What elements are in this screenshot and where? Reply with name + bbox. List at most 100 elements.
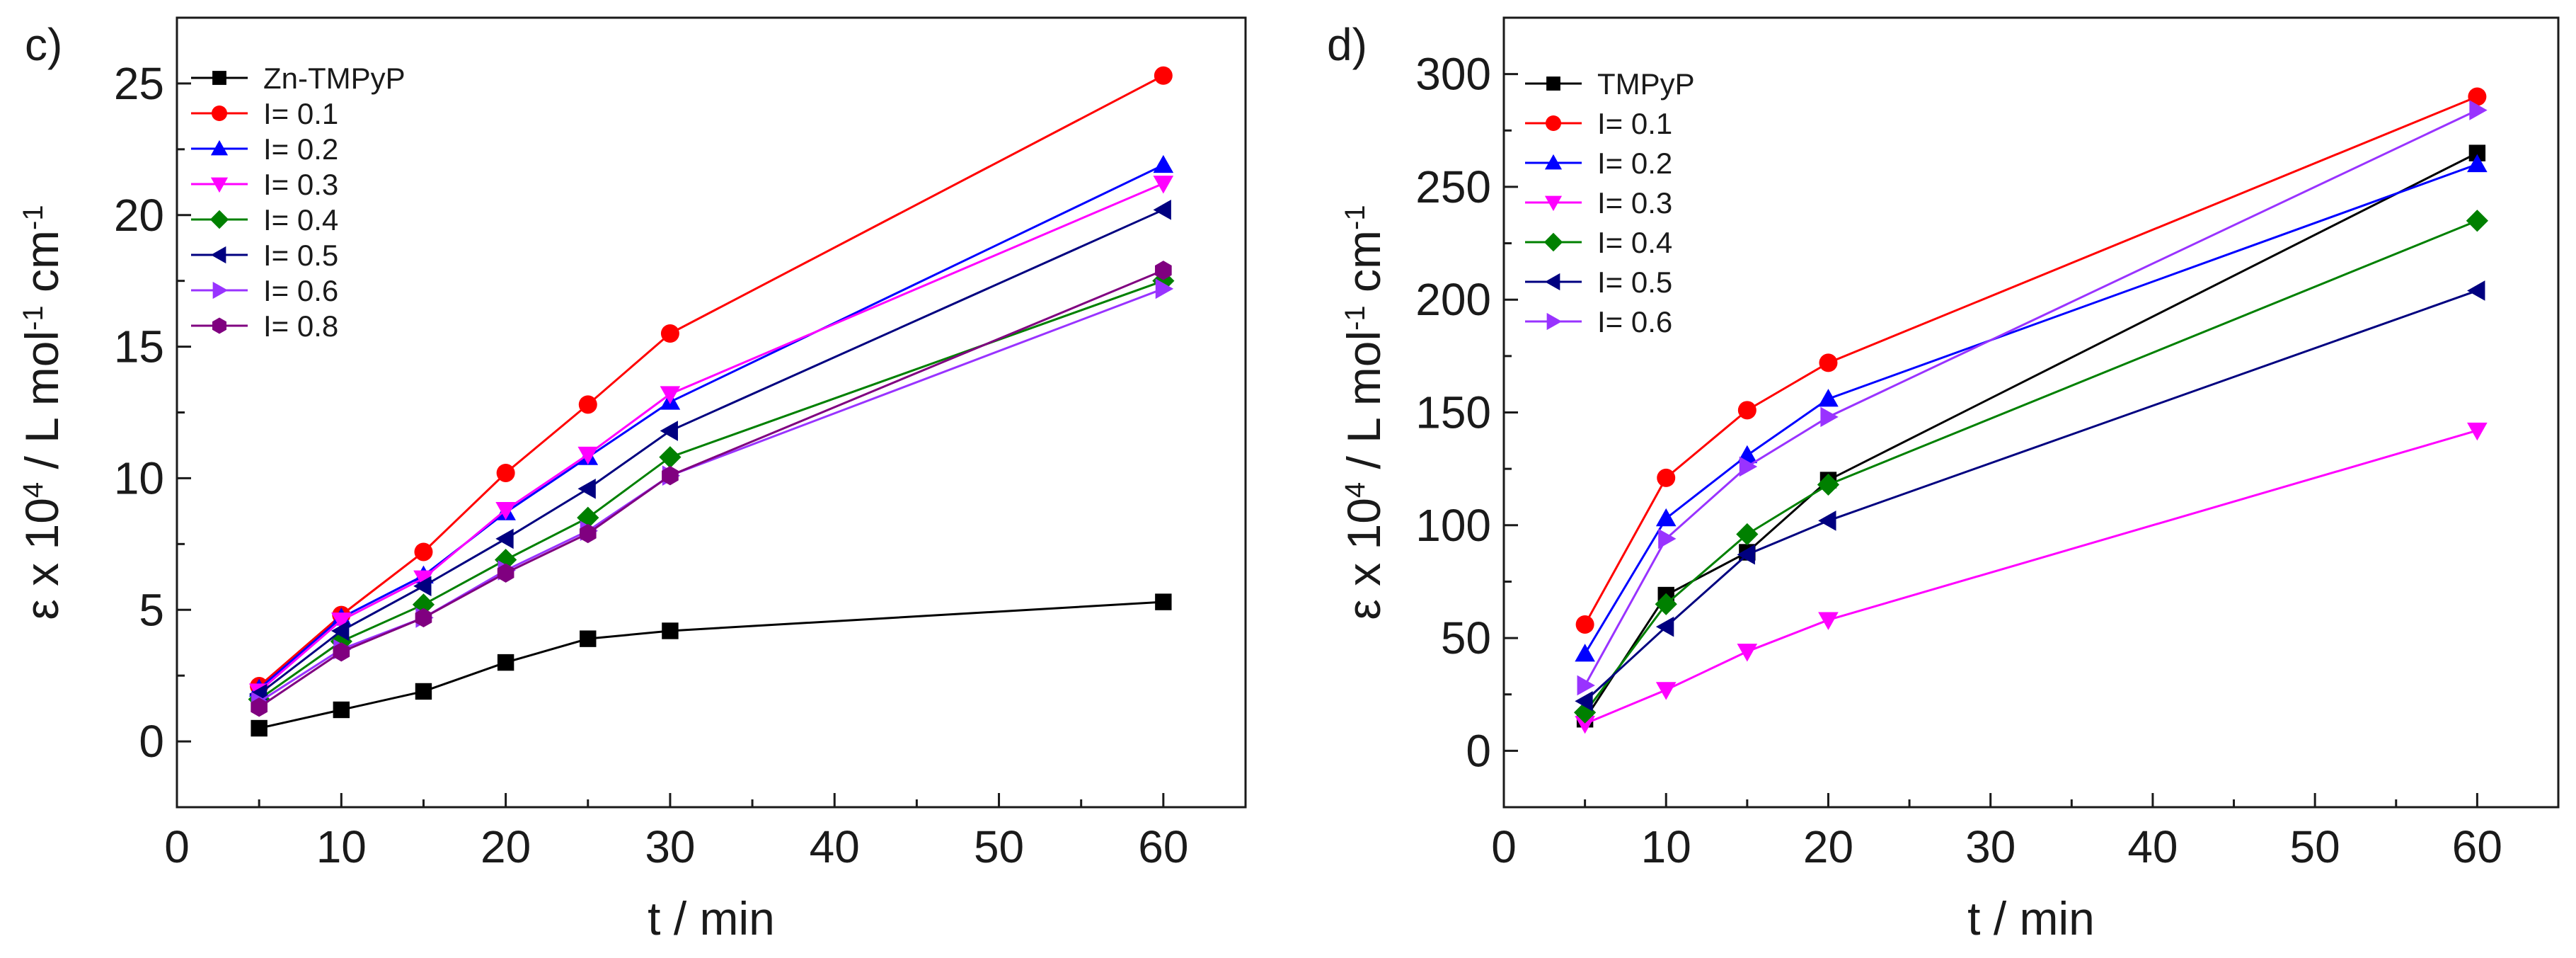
data-point (415, 608, 432, 628)
data-point (1820, 406, 1839, 428)
panel-label-d: d) (1327, 19, 1367, 70)
data-point (660, 386, 681, 404)
legend-label: Zn-TMPyP (263, 62, 406, 95)
x-tick-label-d: 10 (1641, 821, 1691, 872)
data-point (331, 620, 350, 641)
data-point (1819, 353, 1838, 372)
series-line (258, 182, 1164, 692)
data-point (1737, 544, 1755, 565)
x-tick-label-c: 40 (810, 821, 860, 872)
legend-marker (1544, 273, 1560, 291)
legend-marker (210, 177, 229, 193)
y-tick-label-c: 25 (114, 58, 164, 109)
data-point (414, 542, 433, 561)
data-point (1575, 716, 1595, 734)
legend-label: I= 0.2 (263, 132, 338, 166)
data-point (1736, 523, 1759, 546)
legend-d: TMPyP I= 0.1 I= 0.2 I= 0.3 I= 0.4 I= 0.5 I= 0.… (1525, 67, 1695, 338)
legend-marker (1546, 76, 1560, 91)
data-point (2469, 100, 2488, 120)
data-point (1737, 644, 1758, 662)
data-point (578, 395, 597, 414)
x-tick-label-c: 20 (481, 821, 531, 872)
data-point (415, 683, 432, 700)
legend-marker (212, 106, 227, 121)
series-c-6 (251, 278, 1174, 712)
data-point (1818, 389, 1839, 407)
x-tick-label-c: 30 (645, 821, 695, 872)
y-tick-label-d: 200 (1415, 274, 1491, 325)
legend-label: I= 0.4 (1597, 226, 1672, 259)
x-tick-label-c: 50 (974, 821, 1024, 872)
data-point (497, 563, 514, 583)
y-tick-label-c: 20 (114, 190, 164, 241)
series-line (258, 600, 1163, 729)
panel-label-c: c) (25, 19, 62, 70)
y-tick-label-c: 15 (114, 321, 164, 372)
x-tick-label-d: 50 (2290, 821, 2340, 872)
legend-marker (209, 210, 229, 229)
series-line (258, 74, 1164, 688)
data-point (662, 466, 679, 486)
legend-marker (212, 281, 229, 300)
legend-label: I= 0.4 (263, 203, 338, 236)
legend-marker (210, 246, 226, 264)
data-point (413, 570, 434, 588)
data-point (660, 324, 679, 343)
data-point (1577, 675, 1595, 696)
data-point (2468, 87, 2487, 106)
data-point (1817, 473, 1840, 496)
legend-marker (212, 317, 227, 334)
series-line (1584, 290, 2478, 702)
series-d-0 (1576, 144, 2486, 728)
data-point (577, 446, 599, 465)
data-point (577, 478, 596, 499)
y-tick-label-d: 250 (1415, 161, 1491, 212)
series-line (1585, 429, 2478, 725)
x-tick-label-d: 0 (1491, 821, 1517, 872)
legend-label: I= 0.3 (263, 168, 338, 201)
legend-label: I= 0.5 (263, 239, 338, 272)
data-point (333, 642, 350, 662)
data-point (662, 622, 679, 639)
series-c-0 (251, 593, 1172, 737)
y-tick-label-c: 5 (139, 584, 164, 635)
data-point (251, 697, 268, 717)
legend-label: TMPyP (1597, 67, 1695, 101)
data-point (1153, 200, 1171, 220)
legend-label: I= 0.8 (263, 309, 338, 343)
x-tick-label-c: 10 (316, 821, 367, 872)
data-point (2467, 280, 2485, 301)
y-tick-label-d: 150 (1415, 387, 1491, 438)
data-point (579, 523, 597, 544)
data-point (1655, 508, 1677, 527)
data-point (659, 446, 682, 469)
series-line (258, 280, 1164, 700)
data-point (2467, 422, 2488, 441)
data-point (2466, 210, 2488, 232)
series-line (258, 287, 1164, 703)
y-tick-label-d: 300 (1415, 49, 1491, 100)
series-c-7 (251, 261, 1172, 717)
data-point (2468, 144, 2486, 161)
data-point (580, 630, 597, 647)
series-line (1584, 96, 2478, 625)
y-tick-label-c: 10 (114, 452, 164, 503)
series-line (1584, 109, 2478, 686)
data-point (1818, 612, 1839, 630)
data-point (495, 528, 514, 549)
data-point (1818, 511, 1836, 531)
data-point (2467, 154, 2488, 173)
data-point (1155, 278, 1174, 300)
data-point (331, 612, 352, 631)
series-d-1 (1575, 87, 2487, 634)
data-point (251, 719, 268, 737)
series-line (258, 269, 1164, 709)
data-point (495, 501, 516, 520)
data-point (1739, 456, 1758, 477)
legend-marker (1544, 154, 1563, 170)
chart-panel-c: 0 10 20 30 40 50 60 0 5 10 15 20 25 t / min ε x 104 / … (16, 16, 1247, 945)
series-d-5 (1575, 280, 2485, 712)
